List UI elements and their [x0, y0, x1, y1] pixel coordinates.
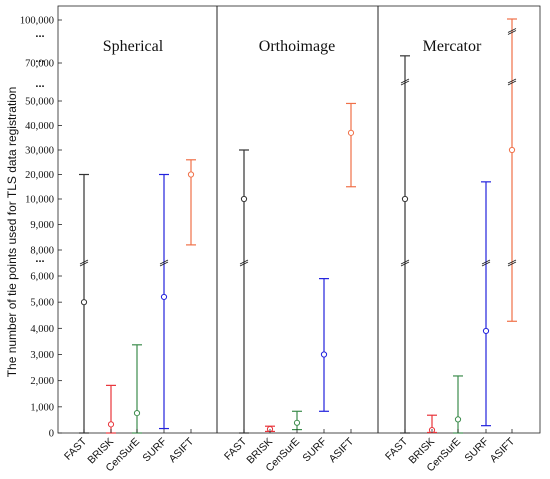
- mean-marker-asift: [508, 146, 516, 154]
- panel-title: Orthoimage: [259, 38, 335, 55]
- axis-break-mark: [481, 261, 491, 267]
- axis-break-mark: [507, 28, 517, 33]
- mean-marker-asift: [187, 171, 195, 178]
- y-tick-label: 5,000: [30, 298, 54, 309]
- x-tick-label: ASIFT: [488, 435, 518, 465]
- axis-break-mark: [239, 261, 249, 267]
- plot-border: [57, 5, 541, 434]
- y-axis-break-ellipsis: ...: [35, 28, 44, 40]
- y-tick-label: 50,000: [25, 97, 54, 108]
- panel-title: Mercator: [423, 38, 482, 55]
- mean-marker-surf: [320, 351, 328, 358]
- axis-break-mark: [507, 261, 517, 267]
- x-tick-label: SURF: [462, 436, 491, 465]
- axis-break-mark: [159, 261, 169, 267]
- x-tick-label: SURF: [140, 436, 169, 465]
- axis-break-mark: [79, 261, 89, 267]
- y-tick-label: 3,000: [30, 350, 54, 361]
- axis-break-mark: [507, 78, 517, 84]
- y-axis-break-ellipsis: ...: [35, 78, 44, 90]
- plot-frame: [57, 5, 541, 434]
- axis-break-mark: [400, 80, 410, 86]
- mean-marker-brisk: [107, 421, 115, 428]
- x-tick-label: SURF: [300, 436, 329, 465]
- axis-break-mark: [507, 80, 517, 86]
- y-tick-label: 70,000: [25, 59, 54, 70]
- axis-break-mark: [507, 30, 517, 35]
- axis-break-mark: [79, 259, 89, 265]
- y-tick-label: 4,000: [30, 324, 54, 335]
- y-axis: 0 1,000 2,000 3,000 4,000 5,000 6,000 8,000 9,00…: [20, 16, 62, 440]
- panels: SphericalFASTBRISKCenSurESURFASIFTOrthoi…: [62, 18, 518, 474]
- mean-marker-fast: [80, 299, 88, 306]
- axis-break-mark: [481, 259, 491, 265]
- mean-marker-censure: [293, 419, 301, 426]
- y-tick-label: 20,000: [25, 170, 54, 181]
- mean-marker-surf: [482, 327, 490, 335]
- y-axis-break-ellipsis: ...: [35, 253, 44, 265]
- y-tick-label: 30,000: [25, 146, 54, 157]
- y-axis-break-ellipsis: ...: [35, 53, 44, 65]
- y-tick-label: 1,000: [30, 402, 54, 413]
- y-tick-label: 8,000: [30, 246, 54, 257]
- axis-break-mark: [400, 78, 410, 84]
- panel-title: Spherical: [103, 38, 164, 55]
- mean-marker-surf: [160, 293, 168, 301]
- mean-marker-fast: [401, 195, 409, 203]
- mean-marker-censure: [133, 410, 141, 417]
- axis-break-mark: [400, 261, 410, 267]
- y-axis-label: The number of tie points used for TLS da…: [5, 87, 19, 378]
- y-tick-label: 0: [49, 429, 54, 440]
- y-tick-label: 40,000: [25, 121, 54, 132]
- axis-break-mark: [400, 259, 410, 265]
- mean-marker-asift: [347, 129, 355, 136]
- mean-marker-fast: [240, 195, 248, 203]
- axis-break-mark: [159, 259, 169, 265]
- x-tick-label: ASIFT: [167, 435, 197, 465]
- axis-break-mark: [239, 259, 249, 265]
- mean-marker-censure: [454, 416, 462, 423]
- y-tick-label: 6,000: [30, 272, 54, 283]
- axis-break-mark: [507, 259, 517, 265]
- x-tick-label: ASIFT: [327, 435, 357, 465]
- y-tick-label: 9,000: [30, 220, 54, 231]
- y-tick-label: 2,000: [30, 376, 54, 387]
- y-tick-label: 10,000: [25, 195, 54, 206]
- y-tick-label: 100,000: [20, 16, 54, 27]
